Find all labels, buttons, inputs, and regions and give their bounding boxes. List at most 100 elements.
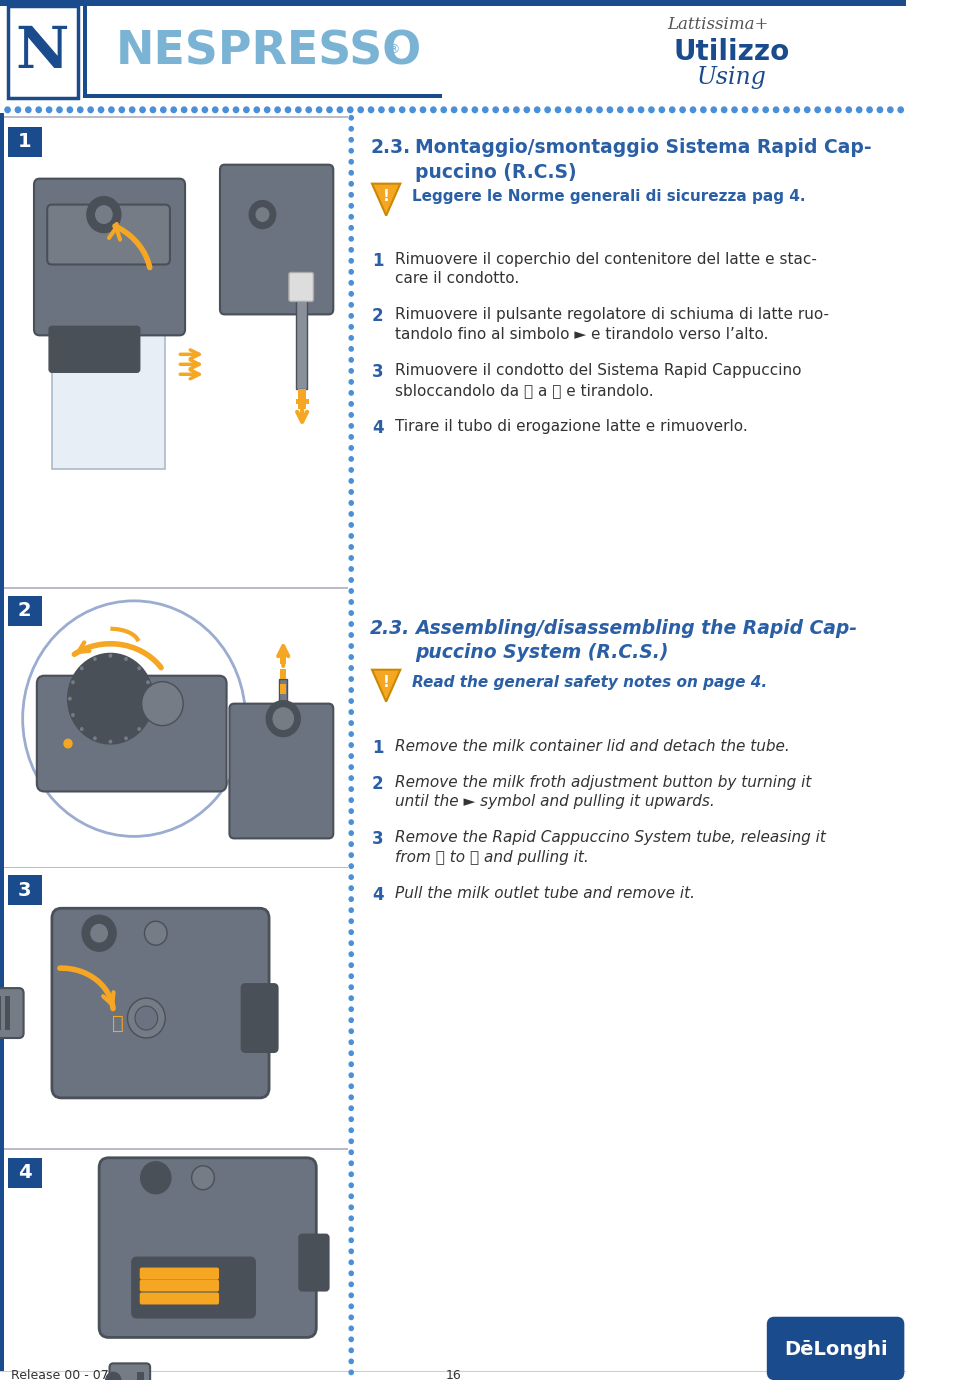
Circle shape — [514, 106, 519, 112]
FancyBboxPatch shape — [140, 1279, 219, 1292]
Circle shape — [836, 106, 841, 112]
Circle shape — [349, 611, 353, 615]
Circle shape — [680, 106, 685, 112]
Circle shape — [349, 1205, 353, 1210]
Circle shape — [83, 916, 116, 952]
Circle shape — [349, 192, 353, 196]
Circle shape — [349, 1162, 353, 1166]
Circle shape — [349, 1348, 353, 1353]
Circle shape — [349, 148, 353, 154]
Circle shape — [462, 106, 468, 112]
Circle shape — [349, 512, 353, 516]
Circle shape — [349, 116, 353, 120]
Circle shape — [349, 952, 353, 957]
Circle shape — [144, 921, 167, 945]
Circle shape — [349, 314, 353, 318]
Circle shape — [93, 657, 97, 661]
Bar — [8, 127, 41, 156]
Circle shape — [36, 106, 41, 112]
Circle shape — [349, 1029, 353, 1033]
Circle shape — [576, 106, 582, 112]
Circle shape — [349, 732, 353, 736]
Circle shape — [617, 106, 623, 112]
Circle shape — [349, 864, 353, 869]
Circle shape — [348, 106, 353, 112]
Circle shape — [349, 556, 353, 560]
Text: Remove the milk froth adjustment button by turning it: Remove the milk froth adjustment button … — [395, 774, 811, 790]
Circle shape — [349, 523, 353, 527]
Circle shape — [285, 106, 291, 112]
Text: Rimuovere il pulsante regolatore di schiuma di latte ruo-: Rimuovere il pulsante regolatore di schi… — [395, 307, 828, 322]
Circle shape — [349, 622, 353, 626]
Bar — [280, 654, 286, 664]
Circle shape — [63, 739, 73, 748]
Text: Montaggio/smontaggio Sistema Rapid Cap-: Montaggio/smontaggio Sistema Rapid Cap- — [416, 138, 872, 156]
Bar — [4, 116, 348, 118]
Circle shape — [349, 929, 353, 935]
Text: ®: ® — [387, 43, 399, 57]
Polygon shape — [372, 669, 400, 701]
Text: 4: 4 — [372, 887, 384, 904]
Circle shape — [349, 270, 353, 274]
Circle shape — [742, 106, 748, 112]
Circle shape — [349, 1171, 353, 1177]
Circle shape — [151, 106, 156, 112]
Circle shape — [142, 682, 183, 726]
Circle shape — [203, 106, 207, 112]
Circle shape — [86, 196, 121, 232]
Circle shape — [266, 701, 300, 737]
Circle shape — [349, 203, 353, 207]
Circle shape — [349, 875, 353, 880]
Text: 🔒: 🔒 — [112, 1014, 124, 1033]
Circle shape — [349, 1073, 353, 1077]
FancyBboxPatch shape — [769, 1318, 902, 1379]
Circle shape — [349, 1260, 353, 1264]
Text: from ⬛ to ⬜ and pulling it.: from ⬛ to ⬜ and pulling it. — [395, 851, 588, 866]
FancyBboxPatch shape — [47, 205, 170, 264]
Circle shape — [349, 545, 353, 549]
Circle shape — [349, 181, 353, 185]
Bar — [0, 0, 906, 6]
Circle shape — [306, 106, 311, 112]
Circle shape — [856, 106, 862, 112]
Circle shape — [137, 667, 141, 671]
Circle shape — [171, 106, 177, 112]
Circle shape — [275, 106, 280, 112]
Circle shape — [15, 106, 20, 112]
Circle shape — [349, 1304, 353, 1308]
Circle shape — [349, 281, 353, 285]
Bar — [0, 113, 4, 1372]
Circle shape — [326, 106, 332, 112]
Circle shape — [349, 1182, 353, 1188]
Circle shape — [349, 1040, 353, 1044]
Circle shape — [638, 106, 644, 112]
Circle shape — [649, 106, 654, 112]
Text: 16: 16 — [445, 1369, 461, 1382]
Circle shape — [349, 578, 353, 582]
Circle shape — [317, 106, 322, 112]
Text: 2.3.: 2.3. — [371, 138, 410, 156]
Circle shape — [826, 106, 830, 112]
Circle shape — [545, 106, 550, 112]
Circle shape — [140, 106, 145, 112]
Bar — [280, 669, 286, 679]
FancyBboxPatch shape — [0, 987, 24, 1039]
Circle shape — [78, 106, 83, 112]
Circle shape — [349, 676, 353, 682]
Circle shape — [877, 106, 882, 112]
Circle shape — [732, 106, 737, 112]
Text: Using: Using — [697, 66, 767, 90]
Circle shape — [80, 667, 84, 671]
Circle shape — [349, 236, 353, 241]
Text: sbloccandolo da ⬛ a ⬜ e tirandolo.: sbloccandolo da ⬛ a ⬜ e tirandolo. — [395, 383, 653, 398]
Circle shape — [846, 106, 852, 112]
Circle shape — [349, 776, 353, 780]
Circle shape — [783, 106, 789, 112]
Text: Release 00 - 07.2011: Release 00 - 07.2011 — [12, 1369, 145, 1382]
Circle shape — [349, 754, 353, 758]
Circle shape — [349, 709, 353, 714]
Circle shape — [349, 687, 353, 693]
Circle shape — [349, 1359, 353, 1364]
Circle shape — [89, 924, 108, 943]
Bar — [8, 596, 41, 625]
